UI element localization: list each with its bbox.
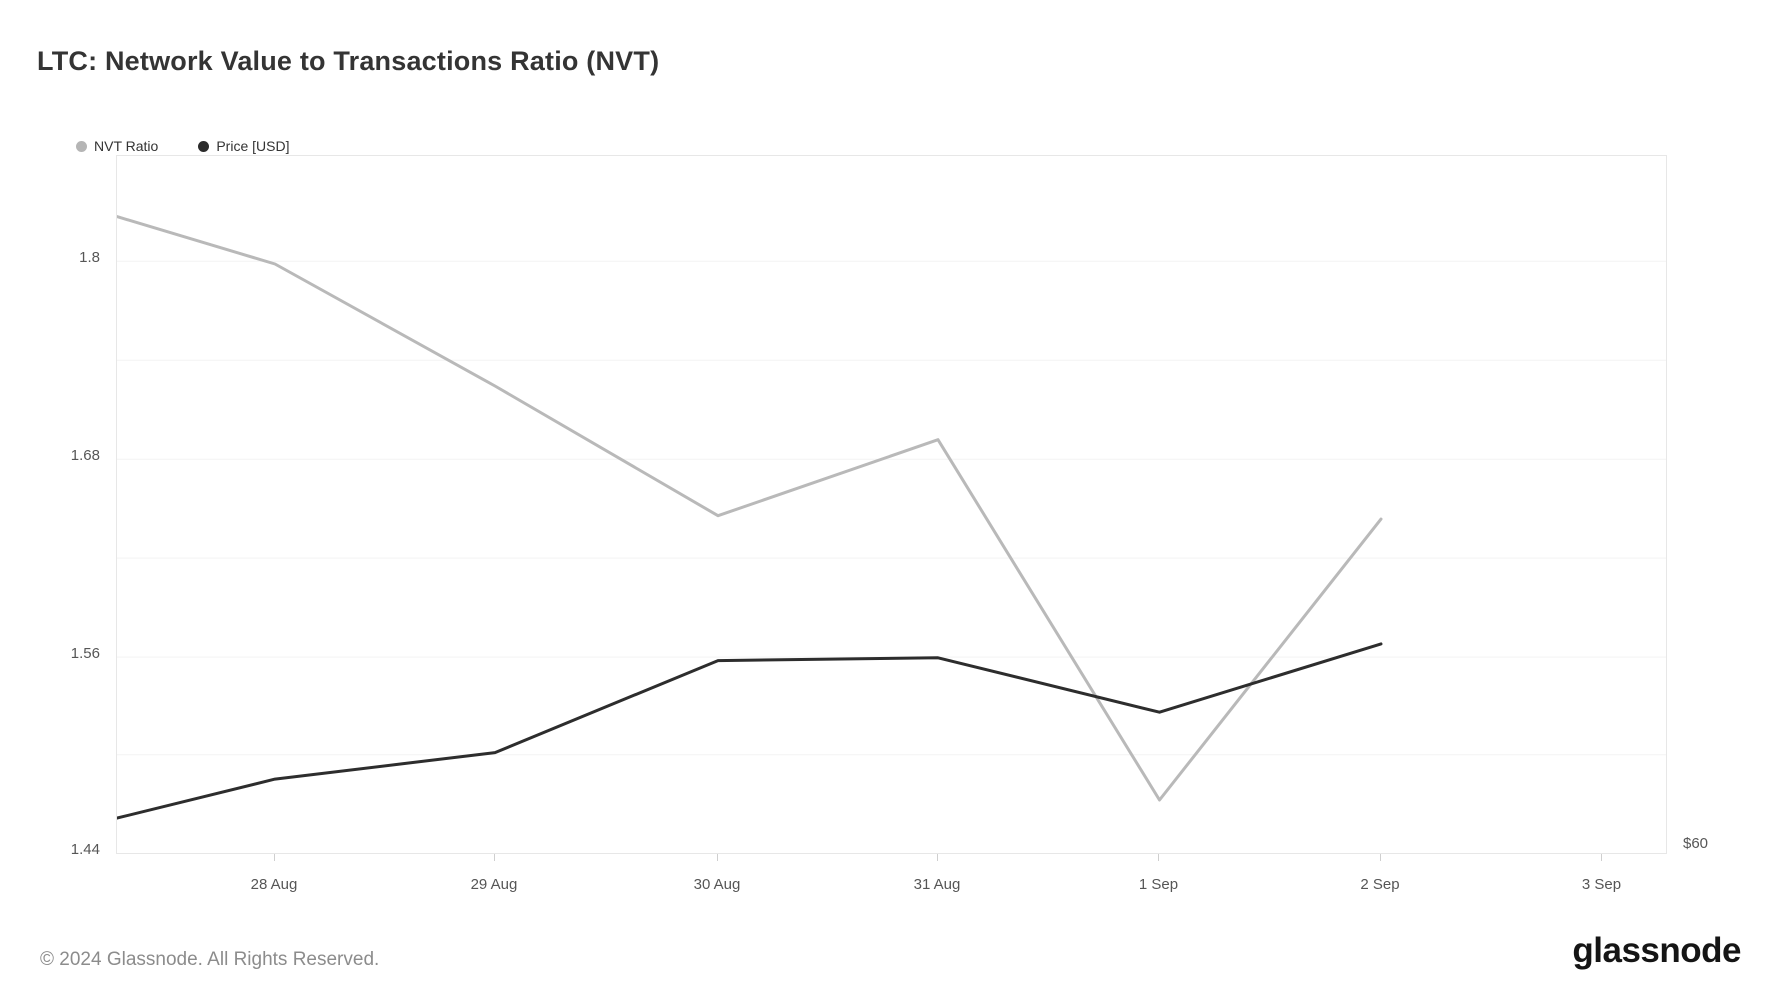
right-axis-tick-label: $60 [1683,835,1709,853]
x-axis-tick-label: 2 Sep [1360,876,1400,893]
y-axis-tick-label: 1.44 [70,841,100,858]
x-axis-tick-label: 28 Aug [250,876,298,893]
x-axis-tick-mark [273,854,275,861]
legend-item-nvt-ratio[interactable]: NVT Ratio [76,138,158,154]
chart-title: LTC: Network Value to Transactions Ratio… [37,46,660,76]
x-axis-tick-mark [1379,854,1381,861]
line-chart-svg [117,215,1666,820]
y-axis-tick-label: 1.68 [70,447,100,465]
x-axis-tick-mark [936,854,938,861]
legend-dot-nvt-icon [76,140,87,152]
x-axis-tick-label: 31 Aug [913,876,961,893]
price-usd-line [117,642,1383,820]
x-axis-tick-label: 3 Sep [1581,876,1622,893]
x-axis-tick-mark [1601,854,1603,861]
y-axis-tick-label: 1.56 [70,645,100,663]
copyright-text: © 2024 Glassnode. All Rights Reserved. [40,949,380,970]
x-axis-tick-label: 29 Aug [470,876,518,893]
legend-item-price-usd[interactable]: Price [USD] [198,138,289,154]
glassnode-logo: glassnode [1572,931,1741,970]
x-axis-tick-mark [717,854,718,861]
x-axis-tick-label: 1 Sep [1138,876,1179,893]
legend-dot-price-icon [198,140,210,152]
x-axis-tick-mark [493,854,495,861]
legend-label-price: Price [USD] [216,138,290,154]
x-axis-tick-mark [1158,854,1160,861]
plot-area[interactable] [116,155,1667,854]
nvt-ratio-line [117,215,1383,802]
y-axis-tick-label: 1.8 [79,249,100,267]
legend: NVT Ratio Price [USD] [76,138,289,154]
legend-label-nvt: NVT Ratio [94,138,159,154]
x-axis-tick-label: 30 Aug [693,876,741,893]
